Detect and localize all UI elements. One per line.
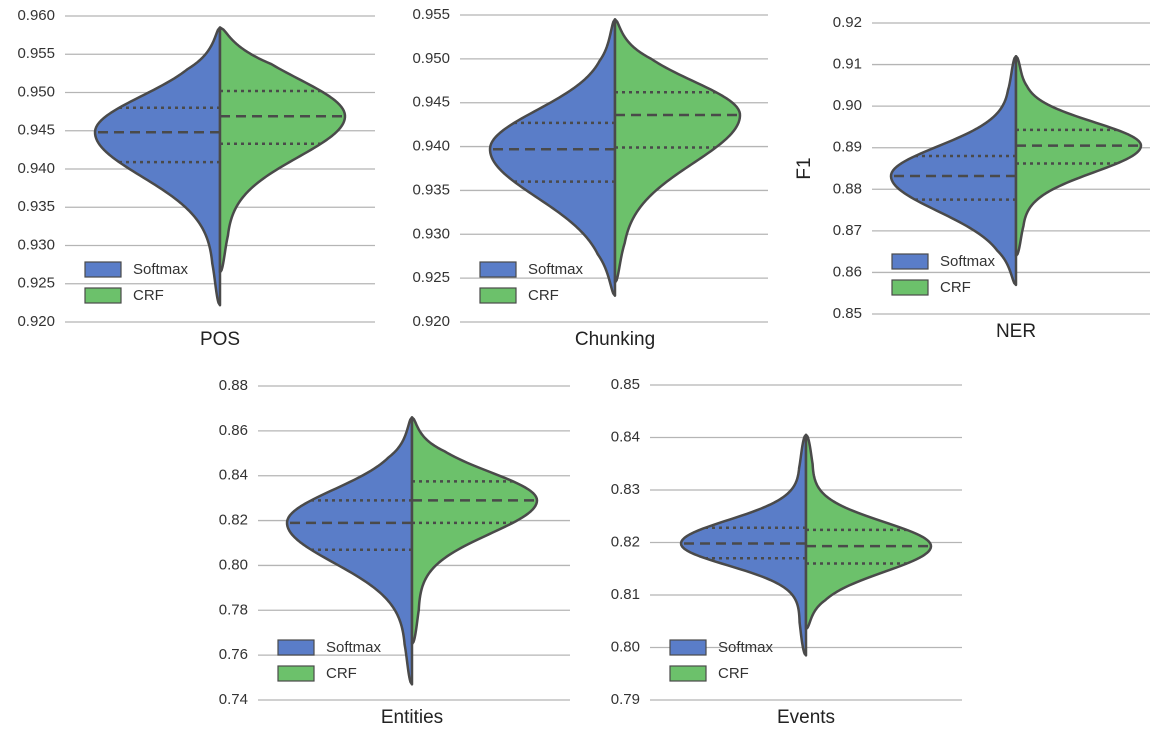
y-tick-label: 0.925 [412,269,450,286]
y-tick-label: 0.930 [412,225,450,242]
y-tick-label: 0.945 [17,122,55,139]
violin-half [613,18,742,284]
legend-swatch [891,279,929,296]
violin-half [218,26,347,274]
y-tick-label: 0.88 [833,180,862,197]
legend-label: CRF [528,287,559,304]
y-tick-label: 0.960 [17,7,55,24]
y-tick-label: 0.83 [611,481,640,498]
legend-swatch [479,261,517,278]
y-tick-label: 0.950 [17,83,55,100]
legend-label: Softmax [133,261,189,278]
legend-label: CRF [940,279,971,296]
y-tick-label: 0.87 [833,222,862,239]
y-tick-label: 0.80 [219,556,248,573]
y-tick-label: 0.84 [611,428,640,445]
y-tick-label: 0.925 [17,275,55,292]
violin-half [93,26,222,307]
y-tick-label: 0.78 [219,601,248,618]
y-tick-label: 0.74 [219,691,248,708]
y-tick-label: 0.86 [833,263,862,280]
legend-swatch [669,639,707,656]
violin-half [285,416,414,686]
y-tick-label: 0.86 [219,422,248,439]
y-tick-label: 0.88 [219,377,248,394]
y-tick-label: 0.91 [833,56,862,73]
legend-label: CRF [133,287,164,304]
y-tick-label: 0.76 [219,646,248,663]
y-tick-label: 0.89 [833,139,862,156]
y-tick-label: 0.85 [611,376,640,393]
y-tick-label: 0.940 [17,160,55,177]
legend-swatch [84,287,122,304]
legend-swatch [891,253,929,270]
y-tick-label: 0.82 [219,512,248,529]
violin-half [679,433,808,657]
legend-swatch [84,261,122,278]
y-tick-label: 0.950 [412,50,450,67]
legend-label: Softmax [718,639,774,656]
y-axis-label: F1 [794,157,815,179]
y-tick-label: 0.955 [412,6,450,23]
x-tick-label: POS [200,329,240,350]
legend-swatch [277,639,315,656]
x-tick-label: Chunking [575,329,655,350]
violin-half [410,416,539,646]
y-tick-label: 0.930 [17,236,55,253]
y-tick-label: 0.82 [611,533,640,550]
y-tick-label: 0.940 [412,138,450,155]
x-tick-label: Events [777,707,835,728]
y-tick-label: 0.935 [412,181,450,198]
y-tick-label: 0.935 [17,198,55,215]
legend-swatch [669,665,707,682]
y-tick-label: 0.90 [833,97,862,114]
y-tick-label: 0.84 [219,467,248,484]
x-tick-label: Entities [381,707,443,728]
violin-half [1014,55,1143,258]
legend-label: Softmax [528,261,584,278]
y-tick-label: 0.85 [833,305,862,322]
y-tick-label: 0.955 [17,45,55,62]
y-tick-label: 0.79 [611,691,640,708]
y-tick-label: 0.80 [611,638,640,655]
violin-half [488,18,617,297]
violin-half [889,55,1018,287]
violin-half [804,433,933,631]
y-tick-label: 0.92 [833,14,862,31]
legend-label: Softmax [940,253,996,270]
y-tick-label: 0.920 [17,313,55,330]
legend-label: CRF [718,665,749,682]
y-tick-label: 0.920 [412,313,450,330]
legend-label: Softmax [326,639,382,656]
y-tick-label: 0.81 [611,586,640,603]
legend-label: CRF [326,665,357,682]
legend-swatch [479,287,517,304]
legend-swatch [277,665,315,682]
y-tick-label: 0.945 [412,94,450,111]
x-tick-label: NER [996,321,1036,342]
